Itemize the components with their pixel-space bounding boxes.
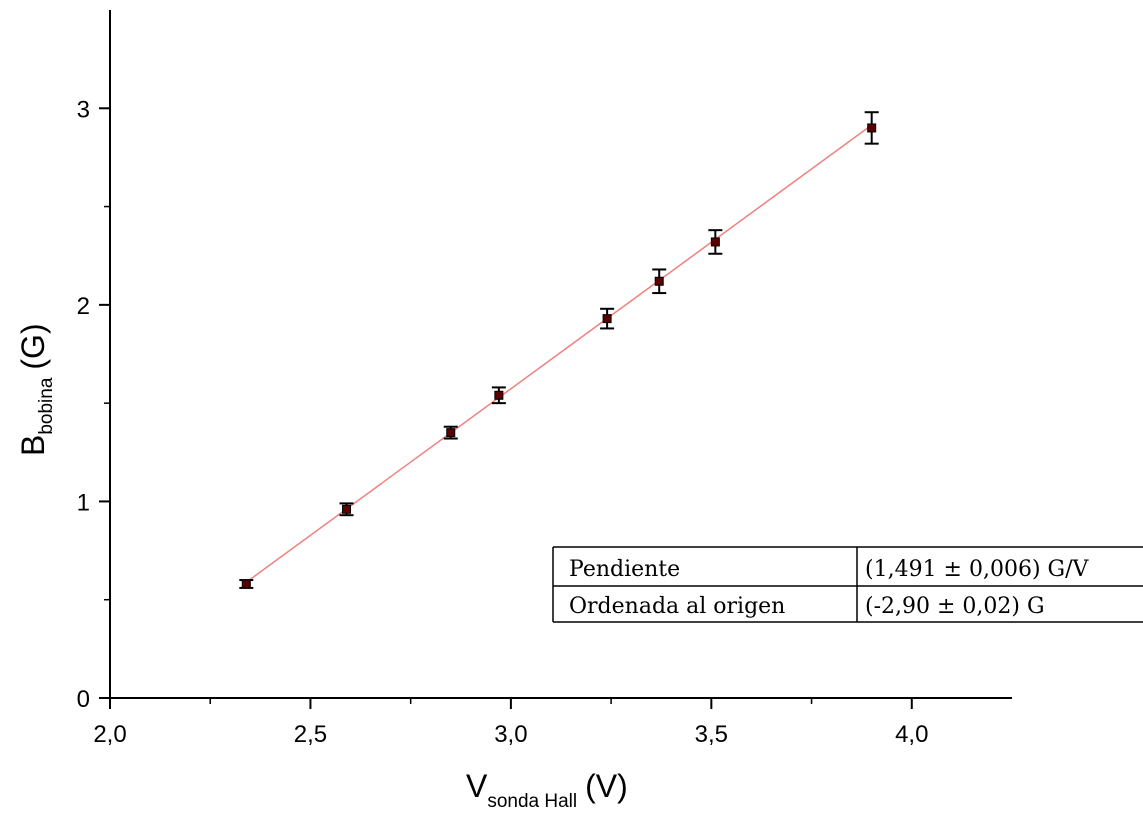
fit-table-param-slope: Pendiente [569, 557, 680, 582]
y-axis-title-sub: bobina [36, 377, 57, 434]
y-tick-label: 1 [77, 489, 90, 516]
x-axis-title-sub: sonda Hall [487, 791, 577, 812]
fit-table-value-intercept: (-2,90 ± 0,02) G [865, 594, 1045, 619]
y-axis-title-main: B [15, 435, 51, 456]
y-axis-title: Bbobina (G) [15, 323, 57, 456]
x-tick-label: 3,5 [695, 721, 728, 748]
x-tick-label: 4,0 [895, 721, 928, 748]
data-marker [867, 123, 877, 133]
fit-line-group [245, 124, 873, 583]
data-point [708, 229, 723, 255]
data-marker [241, 579, 251, 589]
data-point [600, 307, 615, 330]
x-axis-title: Vsonda Hall (V) [466, 768, 628, 812]
data-point [443, 425, 458, 440]
ticks: 2,0 2,5 3,0 3,5 4,0 0 1 2 3 [77, 96, 929, 748]
data-point [239, 579, 254, 589]
x-axis-title-main: V [466, 768, 488, 804]
fit-table-param-intercept: Ordenada al origen [569, 594, 785, 619]
axes [109, 10, 1012, 699]
data-point [652, 268, 667, 295]
y-tick-label: 0 [77, 686, 90, 713]
data-marker [710, 237, 720, 247]
x-tick-label: 2,5 [294, 721, 327, 748]
data-marker [602, 314, 612, 324]
data-point [339, 502, 354, 517]
points-group [239, 111, 879, 589]
data-marker [654, 276, 664, 286]
x-axis-title-text: Vsonda Hall (V) [466, 768, 628, 812]
data-marker [446, 428, 456, 438]
data-marker [342, 504, 352, 514]
data-point [491, 386, 506, 405]
x-tick-label: 3,0 [494, 721, 527, 748]
fit-line [245, 124, 873, 583]
y-tick-label: 3 [77, 96, 90, 123]
x-axis-title-unit: (V) [585, 768, 628, 804]
fit-table: Pendiente (1,491 ± 0,006) G/V Ordenada a… [552, 546, 1143, 623]
data-marker [494, 390, 504, 400]
y-axis-title-text: Bbobina (G) [15, 323, 57, 456]
fit-table-value-slope: (1,491 ± 0,006) G/V [865, 557, 1090, 582]
y-axis-title-unit: (G) [15, 323, 51, 369]
data-point [864, 111, 879, 145]
x-tick-label: 2,0 [93, 721, 126, 748]
y-tick-label: 2 [77, 293, 90, 320]
